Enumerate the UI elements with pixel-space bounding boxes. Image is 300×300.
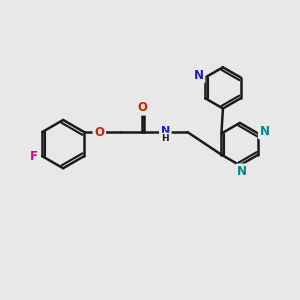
Text: O: O — [137, 101, 147, 114]
Text: H: H — [161, 134, 169, 143]
Text: N: N — [194, 69, 204, 82]
Text: N: N — [260, 125, 270, 138]
Text: N: N — [161, 126, 170, 136]
Text: O: O — [94, 125, 104, 139]
Text: N: N — [237, 165, 247, 178]
Text: F: F — [30, 150, 38, 163]
